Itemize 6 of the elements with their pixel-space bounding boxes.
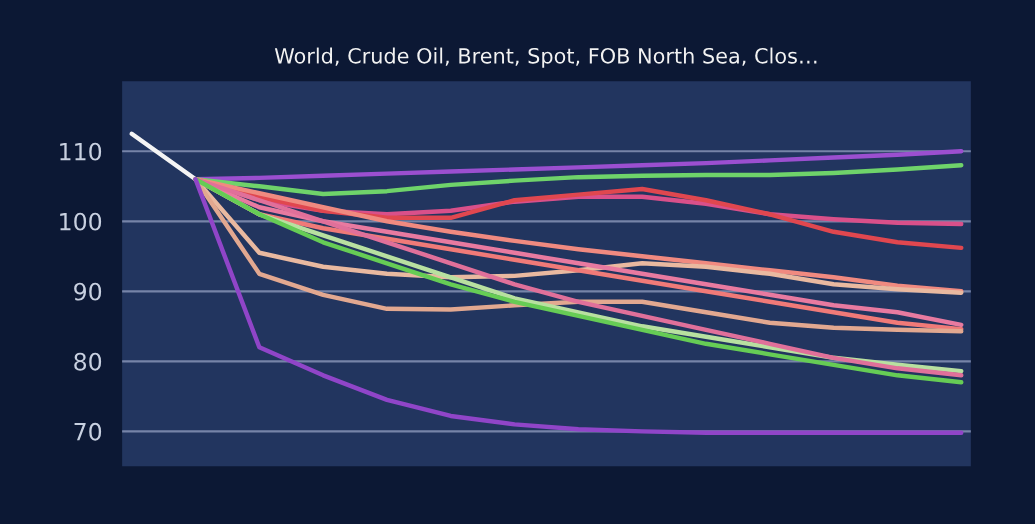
chart-title: World, Crude Oil, Brent, Spot, FOB North Sea, Clos…	[274, 47, 817, 68]
y-tick-label: 90	[74, 282, 102, 301]
y-tick-label: 80	[74, 352, 102, 371]
y-tick-label: 70	[74, 422, 102, 441]
y-tick-label: 110	[60, 142, 102, 161]
y-tick-label: 100	[60, 212, 102, 231]
